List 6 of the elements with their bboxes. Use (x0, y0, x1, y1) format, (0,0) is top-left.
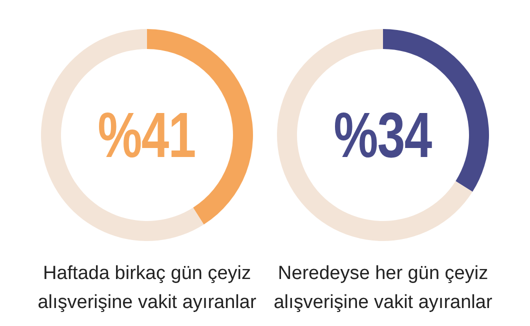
data-label: %34 (334, 98, 432, 172)
data-label: %41 (98, 98, 196, 172)
donut-slice (277, 29, 472, 241)
text: Haftada birkaç gün çeyiz alışverişine vakit ayıranlar (36, 262, 258, 315)
text: Neredeyse her gün çeyiz alışverişine vakit ayıranlar (272, 262, 494, 315)
donut-slice (41, 29, 204, 241)
